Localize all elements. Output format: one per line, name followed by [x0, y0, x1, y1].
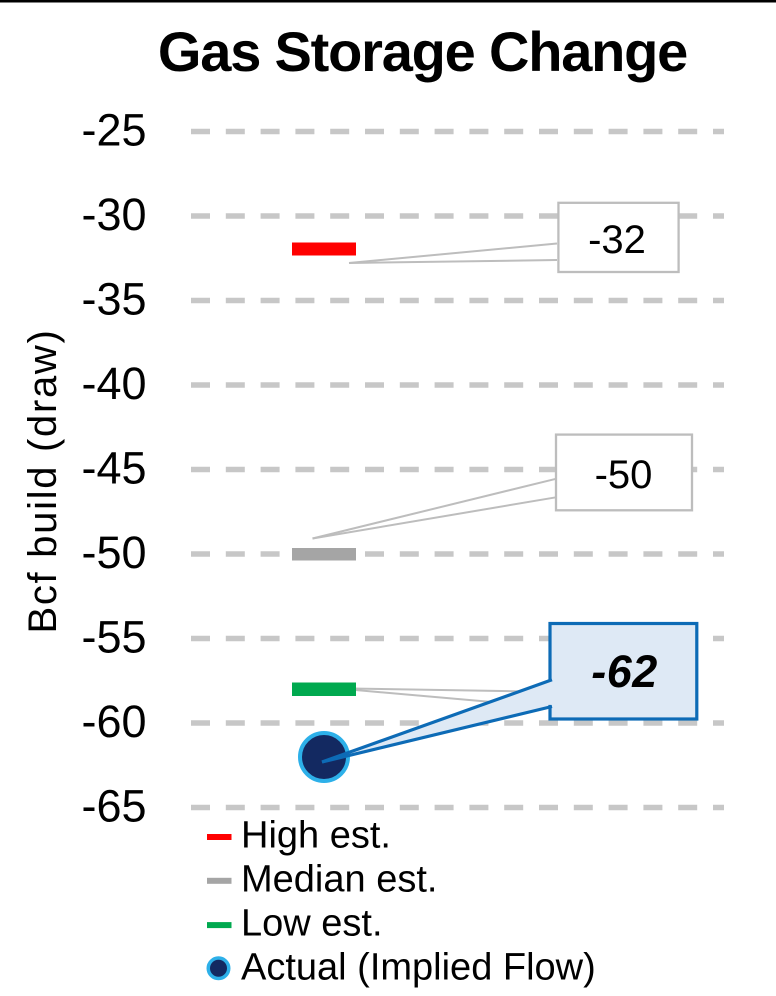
svg-text:-50: -50 [595, 453, 653, 497]
svg-text:-32: -32 [588, 218, 646, 262]
svg-text:-60: -60 [81, 696, 146, 747]
svg-text:Low est.: Low est. [241, 903, 383, 945]
svg-text:-45: -45 [81, 443, 146, 494]
svg-text:-62: -62 [591, 646, 658, 697]
svg-text:Gas Storage Change: Gas Storage Change [158, 20, 687, 83]
svg-text:-65: -65 [81, 781, 146, 832]
svg-text:Actual (Implied Flow): Actual (Implied Flow) [241, 947, 596, 989]
svg-text:Bcf build (draw): Bcf build (draw) [21, 328, 65, 633]
svg-text:-40: -40 [81, 358, 146, 409]
svg-text:-30: -30 [81, 189, 146, 240]
svg-text:-25: -25 [81, 105, 146, 156]
svg-text:Median est.: Median est. [241, 859, 437, 901]
svg-text:-35: -35 [81, 274, 146, 325]
svg-text:-55: -55 [81, 612, 146, 663]
svg-text:High est.: High est. [241, 815, 391, 857]
svg-text:-50: -50 [81, 527, 146, 578]
